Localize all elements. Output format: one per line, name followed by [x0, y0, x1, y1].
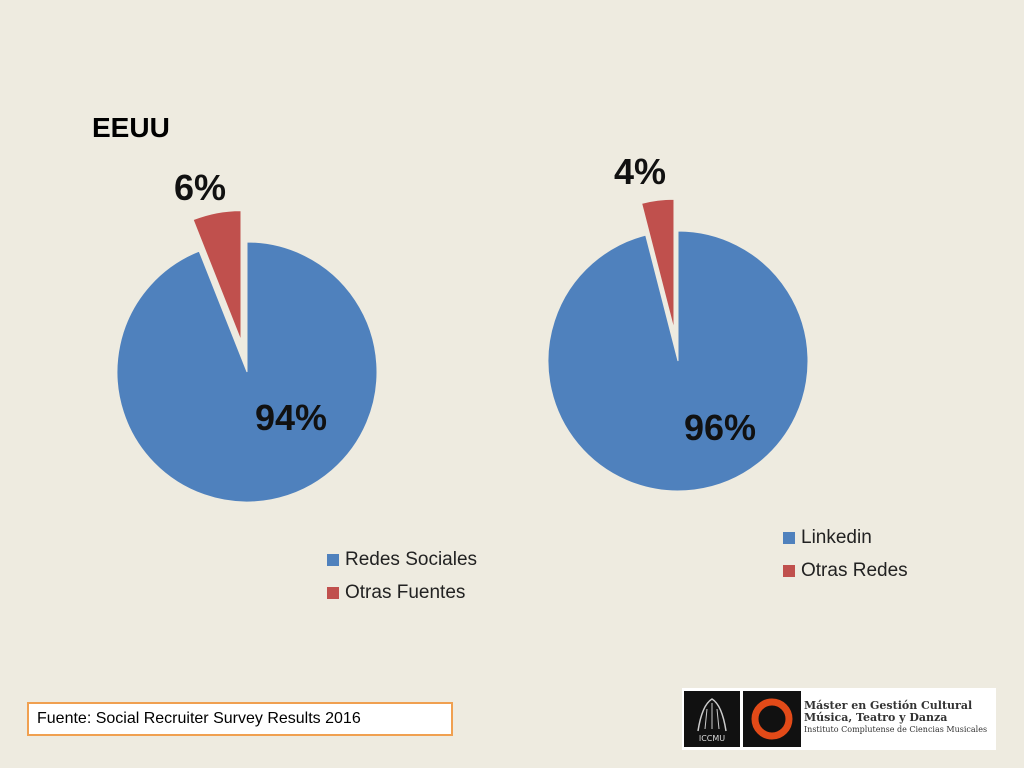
legend-swatch [327, 586, 339, 599]
data-label: 4% [614, 151, 666, 192]
pie-slice-otras-redes [641, 198, 675, 330]
pie-slice-linkedin [547, 230, 809, 492]
legend-label: Linkedin [801, 526, 872, 548]
legend-item: Otras Fuentes [327, 576, 477, 609]
legend-swatch [783, 531, 795, 544]
pie-slice-otras-fuentes [192, 210, 242, 341]
legend-label: Otras Redes [801, 559, 908, 581]
legend-swatch [783, 564, 795, 577]
logo-line-1: Máster en Gestión Cultural [804, 699, 973, 712]
legend-item: Redes Sociales [327, 543, 477, 576]
source-note: Fuente: Social Recruiter Survey Results … [27, 702, 453, 736]
ring-logo-icon [743, 691, 801, 747]
data-label: 6% [174, 167, 226, 208]
data-label: 94% [255, 397, 327, 438]
logo-line-3: Instituto Complutense de Ciencias Musica… [804, 725, 988, 734]
legend-chart-1: Redes Sociales Otras Fuentes [327, 543, 477, 609]
iccmu-logo-text: ICCMU [698, 734, 726, 743]
harp-icon [697, 698, 727, 732]
pie-slice-redes-sociales [116, 241, 378, 503]
legend-label: Redes Sociales [345, 548, 478, 570]
data-label: 96% [684, 407, 756, 448]
legend-item: Linkedin [783, 521, 908, 554]
iccmu-logo-icon: ICCMU [684, 691, 740, 747]
legend-swatch [327, 553, 339, 566]
logo-line-2: Música, Teatro y Danza [804, 711, 948, 724]
logo-text: Máster en Gestión Cultural Música, Teatr… [804, 700, 987, 736]
legend-label: Otras Fuentes [345, 581, 466, 603]
legend-chart-2: Linkedin Otras Redes [783, 521, 908, 587]
page-title: EEUU [92, 112, 170, 143]
legend-item: Otras Redes [783, 554, 908, 587]
institution-logo: ICCMU Máster en Gestión Cultural Música,… [682, 688, 996, 750]
